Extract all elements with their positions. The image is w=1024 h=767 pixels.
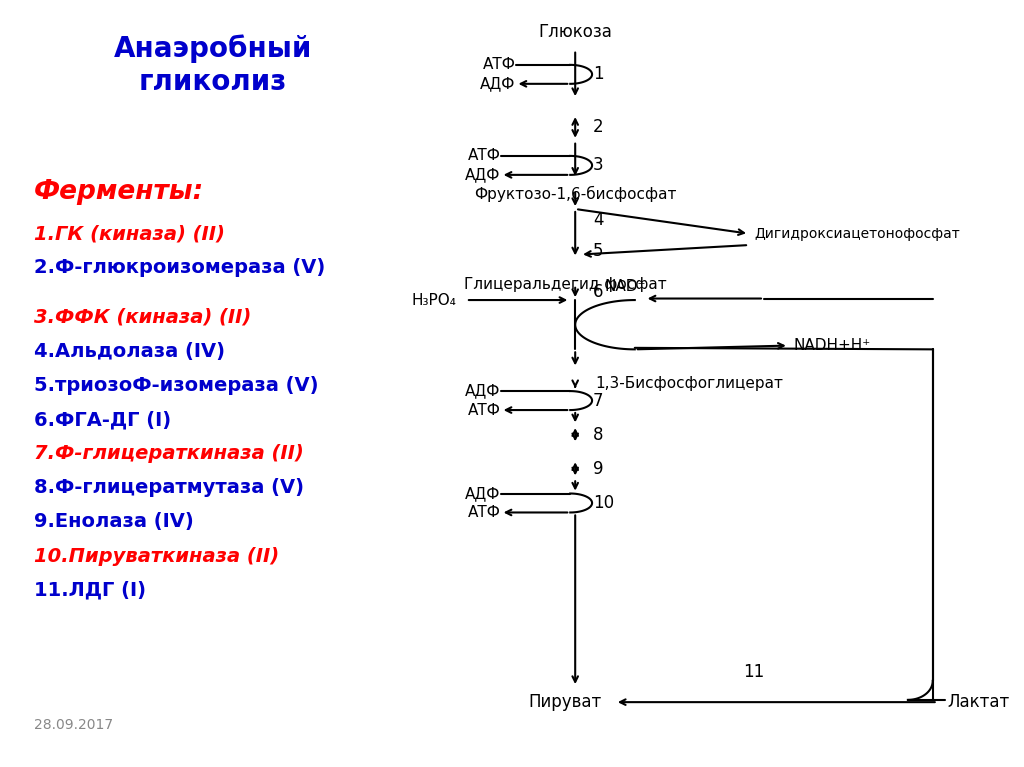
Text: 11.ЛДГ (I): 11.ЛДГ (I): [34, 581, 146, 600]
Text: Лактат: Лактат: [947, 693, 1010, 711]
Text: Глицеральдегид фосфат: Глицеральдегид фосфат: [464, 278, 667, 292]
Text: 10.Пируваткиназа (II): 10.Пируваткиназа (II): [34, 547, 280, 565]
Text: 3.ФФК (киназа) (II): 3.ФФК (киназа) (II): [34, 308, 251, 327]
Text: 5.триозоФ-изомераза (V): 5.триозоФ-изомераза (V): [34, 376, 318, 395]
Text: АТФ: АТФ: [468, 148, 501, 163]
Text: 4.Альдолаза (IV): 4.Альдолаза (IV): [34, 342, 225, 360]
Text: 1.ГК (киназа) (II): 1.ГК (киназа) (II): [34, 224, 225, 243]
Text: 7.Ф-глицераткиназа (II): 7.Ф-глицераткиназа (II): [34, 444, 304, 463]
Text: 1: 1: [593, 65, 604, 84]
Text: Фруктозо-1,6-бисфосфат: Фруктозо-1,6-бисфосфат: [474, 186, 677, 202]
Text: Дигидроксиацетонофосфат: Дигидроксиацетонофосфат: [754, 227, 959, 241]
Text: 28.09.2017: 28.09.2017: [34, 719, 113, 732]
Text: 1,3-Бисфосфоглицерат: 1,3-Бисфосфоглицерат: [595, 376, 783, 391]
Text: Пируват: Пируват: [528, 693, 602, 711]
Text: Анаэробный
гликолиз: Анаэробный гликолиз: [114, 35, 312, 96]
Text: АДФ: АДФ: [465, 167, 501, 183]
Text: АДФ: АДФ: [465, 384, 501, 399]
Text: 2: 2: [593, 118, 604, 137]
Text: 10: 10: [593, 494, 614, 512]
Text: 7: 7: [593, 392, 603, 410]
Text: NADH+H⁺: NADH+H⁺: [794, 338, 871, 353]
Text: 6.ФГА-ДГ (I): 6.ФГА-ДГ (I): [34, 410, 171, 429]
Text: 6: 6: [593, 284, 603, 301]
Text: 4: 4: [593, 212, 603, 229]
Text: 9: 9: [593, 460, 603, 478]
Text: 9.Енолаза (IV): 9.Енолаза (IV): [34, 512, 194, 532]
Text: H₃PO₄: H₃PO₄: [412, 292, 456, 308]
Text: 3: 3: [593, 156, 604, 174]
Text: 8: 8: [593, 426, 603, 444]
Text: АТФ: АТФ: [468, 505, 501, 520]
Text: 2.Ф-глюкроизомераза (V): 2.Ф-глюкроизомераза (V): [34, 258, 326, 278]
Text: АДФ: АДФ: [465, 486, 501, 501]
Text: АДФ: АДФ: [480, 77, 516, 91]
Text: Глюкоза: Глюкоза: [539, 22, 612, 41]
Text: АТФ: АТФ: [482, 58, 516, 72]
Text: NAD⁺: NAD⁺: [604, 279, 645, 294]
Text: Ферменты:: Ферменты:: [34, 179, 204, 205]
Text: АТФ: АТФ: [468, 403, 501, 417]
Text: 11: 11: [743, 663, 765, 681]
Text: 5: 5: [593, 242, 603, 260]
Text: 8.Ф-глицератмутаза (V): 8.Ф-глицератмутаза (V): [34, 479, 304, 497]
